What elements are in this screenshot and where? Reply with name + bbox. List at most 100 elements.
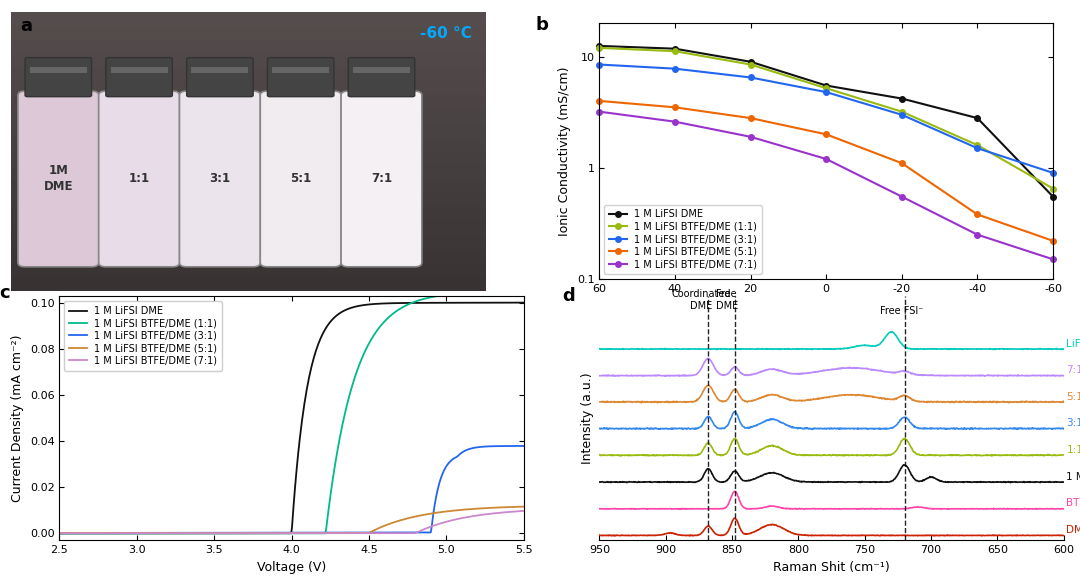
- 1 M LiFSI BTFE/DME (5:1): [403, 515, 416, 522]
- 1 M LiFSI BTFE/DME (5:1): [971, 211, 984, 218]
- 1 M LiFSI BTFE/DME (5:1): [264, 529, 276, 536]
- 1 M LiFSI BTFE/DME (3:1): [593, 61, 606, 68]
- 1 M LiFSI BTFE/DME (7:1): [971, 231, 984, 238]
- 1 M LiFSI BTFE/DME (3:1): [135, 529, 148, 536]
- 1 M LiFSI DME: [971, 114, 984, 121]
- Text: 7:1: 7:1: [1066, 365, 1080, 375]
- 1 M LiFSI BTFE/DME (1:1): [173, 530, 186, 537]
- 1 M LiFSI BTFE/DME (7:1): [895, 193, 908, 200]
- FancyBboxPatch shape: [106, 58, 173, 96]
- Text: Coordinated
DME: Coordinated DME: [672, 289, 731, 311]
- 1 M LiFSI BTFE/DME (7:1): [326, 530, 339, 537]
- FancyBboxPatch shape: [18, 91, 98, 267]
- 1 M LiFSI BTFE/DME (1:1): [744, 61, 757, 68]
- FancyBboxPatch shape: [25, 58, 92, 96]
- 1 M LiFSI BTFE/DME (1:1): [326, 474, 339, 480]
- Text: DME: DME: [1066, 525, 1080, 535]
- Text: LiFSI Salt: LiFSI Salt: [1066, 339, 1080, 349]
- 1 M LiFSI BTFE/DME (7:1): [264, 530, 276, 537]
- Text: 5:1: 5:1: [291, 173, 311, 185]
- 1 M LiFSI BTFE/DME (1:1): [593, 44, 606, 51]
- 1 M LiFSI BTFE/DME (3:1): [326, 529, 339, 536]
- 1 M LiFSI BTFE/DME (5:1): [326, 529, 339, 536]
- 1 M LiFSI BTFE/DME (7:1): [403, 530, 416, 537]
- Bar: [11, 193, 486, 207]
- 1 M LiFSI BTFE/DME (3:1): [517, 443, 530, 450]
- 1 M LiFSI DME: [264, 530, 276, 537]
- 1 M LiFSI DME: [669, 45, 681, 52]
- FancyBboxPatch shape: [348, 103, 415, 263]
- 1 M LiFSI BTFE/DME (5:1): [173, 529, 186, 536]
- Text: b: b: [536, 16, 549, 34]
- Line: 1 M LiFSI BTFE/DME (3:1): 1 M LiFSI BTFE/DME (3:1): [596, 62, 1056, 175]
- Bar: [11, 151, 486, 165]
- 1 M LiFSI BTFE/DME (7:1): [593, 108, 606, 115]
- Line: 1 M LiFSI DME: 1 M LiFSI DME: [59, 303, 524, 533]
- 1 M LiFSI BTFE/DME (3:1): [173, 529, 186, 536]
- Text: -60 °C: -60 °C: [420, 26, 472, 41]
- Text: BTFE: BTFE: [1066, 498, 1080, 508]
- Legend: 1 M LiFSI DME, 1 M LiFSI BTFE/DME (1:1), 1 M LiFSI BTFE/DME (3:1), 1 M LiFSI BTF: 1 M LiFSI DME, 1 M LiFSI BTFE/DME (1:1),…: [65, 301, 222, 371]
- FancyBboxPatch shape: [341, 91, 422, 267]
- FancyBboxPatch shape: [187, 103, 253, 263]
- FancyBboxPatch shape: [179, 91, 260, 267]
- Bar: [11, 207, 486, 221]
- 1 M LiFSI BTFE/DME (5:1): [895, 160, 908, 167]
- Bar: [191, 67, 248, 73]
- 1 M LiFSI BTFE/DME (3:1): [895, 112, 908, 119]
- Text: Free
DME: Free DME: [716, 289, 738, 311]
- 1 M LiFSI BTFE/DME (7:1): [53, 530, 66, 537]
- Bar: [11, 277, 486, 290]
- 1 M LiFSI BTFE/DME (1:1): [53, 530, 66, 537]
- FancyBboxPatch shape: [348, 58, 415, 96]
- Bar: [11, 165, 486, 179]
- 1 M LiFSI BTFE/DME (3:1): [363, 529, 376, 536]
- Text: 1:1: 1:1: [1066, 445, 1080, 455]
- X-axis label: Raman Shit (cm⁻¹): Raman Shit (cm⁻¹): [773, 561, 890, 574]
- Y-axis label: Current Density (mA cm⁻²): Current Density (mA cm⁻²): [11, 335, 24, 502]
- Line: 1 M LiFSI DME: 1 M LiFSI DME: [596, 43, 1056, 199]
- 1 M LiFSI BTFE/DME (7:1): [744, 133, 757, 140]
- Bar: [110, 67, 167, 73]
- FancyBboxPatch shape: [268, 103, 334, 263]
- FancyBboxPatch shape: [260, 91, 341, 267]
- 1 M LiFSI BTFE/DME (7:1): [517, 507, 530, 514]
- Line: 1 M LiFSI BTFE/DME (5:1): 1 M LiFSI BTFE/DME (5:1): [596, 98, 1056, 243]
- Text: c: c: [0, 284, 10, 302]
- 1 M LiFSI BTFE/DME (7:1): [669, 118, 681, 125]
- Line: 1 M LiFSI BTFE/DME (7:1): 1 M LiFSI BTFE/DME (7:1): [59, 511, 524, 533]
- 1 M LiFSI BTFE/DME (5:1): [744, 114, 757, 121]
- X-axis label: Temperature (°C): Temperature (°C): [772, 299, 880, 313]
- 1 M LiFSI BTFE/DME (5:1): [517, 503, 530, 510]
- 1 M LiFSI DME: [895, 95, 908, 102]
- X-axis label: Voltage (V): Voltage (V): [257, 561, 326, 574]
- 1 M LiFSI BTFE/DME (3:1): [53, 529, 66, 536]
- 1 M LiFSI DME: [363, 301, 376, 308]
- 1 M LiFSI BTFE/DME (3:1): [744, 74, 757, 81]
- 1 M LiFSI BTFE/DME (7:1): [173, 530, 186, 537]
- 1 M LiFSI DME: [326, 315, 339, 322]
- Text: 5:1: 5:1: [1066, 392, 1080, 402]
- Text: 1:1: 1:1: [129, 173, 150, 185]
- FancyBboxPatch shape: [106, 103, 173, 263]
- 1 M LiFSI BTFE/DME (1:1): [517, 288, 530, 295]
- Text: 3:1: 3:1: [1066, 418, 1080, 429]
- 1 M LiFSI DME: [135, 530, 148, 537]
- Bar: [11, 123, 486, 137]
- Bar: [11, 137, 486, 151]
- FancyBboxPatch shape: [25, 131, 92, 263]
- Text: 3:1: 3:1: [210, 173, 230, 185]
- 1 M LiFSI BTFE/DME (1:1): [403, 300, 416, 307]
- Line: 1 M LiFSI BTFE/DME (3:1): 1 M LiFSI BTFE/DME (3:1): [59, 446, 524, 533]
- Text: Free FSI⁻: Free FSI⁻: [880, 306, 923, 315]
- Bar: [11, 249, 486, 263]
- 1 M LiFSI BTFE/DME (1:1): [264, 530, 276, 537]
- Y-axis label: Ionic Conductivity (mS/cm): Ionic Conductivity (mS/cm): [558, 66, 571, 236]
- 1 M LiFSI DME: [820, 82, 833, 89]
- 1 M LiFSI DME: [173, 530, 186, 537]
- FancyBboxPatch shape: [98, 91, 179, 267]
- Line: 1 M LiFSI BTFE/DME (1:1): 1 M LiFSI BTFE/DME (1:1): [59, 292, 524, 533]
- 1 M LiFSI BTFE/DME (1:1): [135, 530, 148, 537]
- Line: 1 M LiFSI BTFE/DME (5:1): 1 M LiFSI BTFE/DME (5:1): [59, 507, 524, 533]
- Bar: [30, 67, 86, 73]
